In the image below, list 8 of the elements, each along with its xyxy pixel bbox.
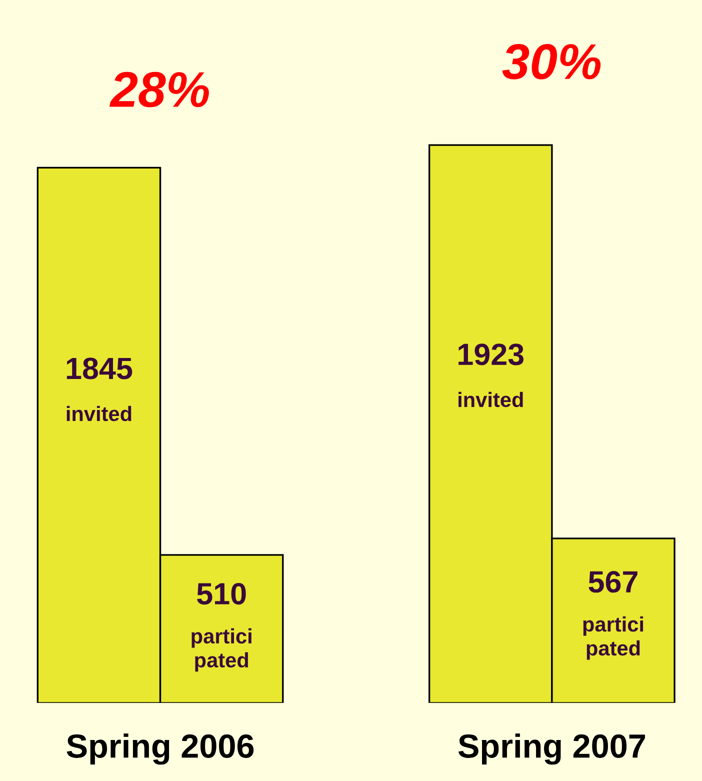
x-tick-label: Spring 2006 bbox=[66, 733, 254, 765]
data-label: 1923 invited bbox=[458, 344, 524, 408]
x-tick-label: Spring 2007 bbox=[458, 733, 645, 765]
data-label: 510 partici pated bbox=[192, 582, 252, 672]
data-label: 567 partici pated bbox=[583, 571, 644, 660]
text: 28% bbox=[109, 72, 209, 108]
data-label: 1845 invited bbox=[66, 358, 132, 422]
text: 30% bbox=[502, 44, 601, 80]
